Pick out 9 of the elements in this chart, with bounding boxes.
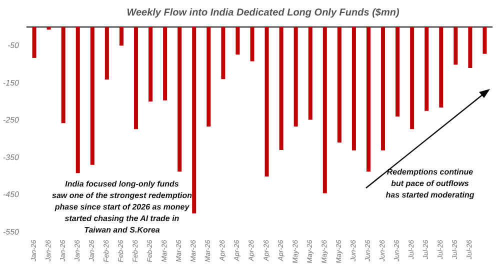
annotation: Redemptions continue but pace of outflows has started moderating (386, 167, 474, 200)
y-tick-label: -550 (2, 228, 20, 236)
annotation: India focused long-only funds saw one of the strongest redemption phase since start of 2026 as money started chasing the AI trade in Taiwan and S.Korea (52, 179, 192, 234)
y-tick-label: -450 (2, 190, 20, 200)
chart-title: Weekly Flow into India Dedicated Long Only Funds ($mn) (126, 8, 400, 18)
y-tick-label: -150 (2, 78, 20, 88)
y-tick-label: -250 (2, 116, 20, 125)
y-tick-label: -50 (7, 41, 20, 50)
y-tick-label: -350 (2, 152, 20, 162)
